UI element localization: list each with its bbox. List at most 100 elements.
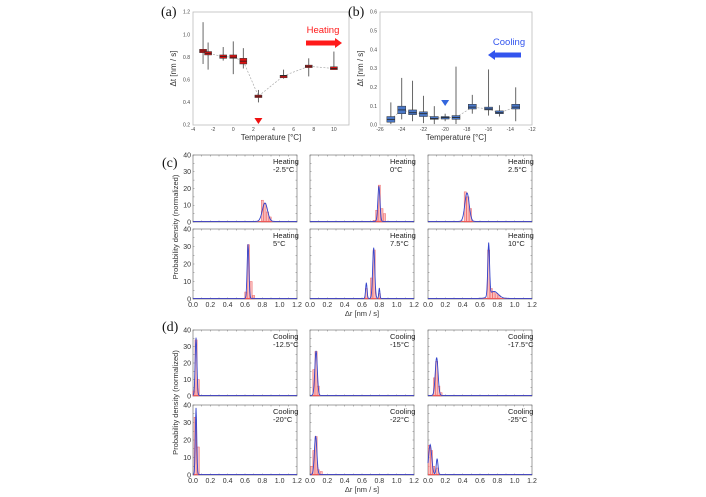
y-tick-label: 30	[183, 244, 191, 251]
x-tick-label: 0.8	[374, 478, 384, 485]
fit-curve	[427, 443, 532, 475]
subplot-frame	[192, 329, 298, 397]
subplot-frame	[427, 154, 533, 223]
subplot-frame	[192, 228, 298, 300]
fit-curve	[310, 247, 414, 299]
x-tick-label: 0.2	[440, 478, 450, 485]
x-tick-label: 1.2	[292, 478, 302, 485]
histogram-bar	[263, 203, 267, 223]
x-tick-label: 0.6	[357, 478, 367, 485]
histogram-bar	[489, 288, 493, 300]
subplot-label: Cooling	[508, 407, 533, 416]
x-tick-label: 1.0	[510, 478, 520, 485]
y-tick-label: 0.8	[183, 55, 190, 61]
y-tick-label: 0.3	[370, 66, 377, 72]
x-tick-label: 0.0	[188, 302, 198, 309]
y-tick-label: 20	[183, 261, 191, 268]
subplot: Cooling-22°C 0.0 0.2 0.4 0.6 0.8 1.0 1.2	[305, 404, 419, 485]
y-tick-label: 40	[183, 402, 191, 409]
histogram-bar	[319, 471, 323, 476]
x-tick-label: 0.0	[423, 302, 433, 309]
x-tick-label: 1.2	[527, 478, 537, 485]
x-tick-label: 0.4	[340, 302, 350, 309]
x-axis-label: Δr [nm / s]	[345, 309, 379, 318]
x-tick-label: 0.2	[322, 302, 332, 309]
x-tick-label: 0.6	[475, 478, 485, 485]
y-tick-label: 1.0	[183, 32, 190, 38]
x-tick-label: 0.6	[357, 302, 367, 309]
fit-curve	[193, 202, 297, 222]
y-tick-label: 0.4	[183, 100, 190, 106]
subplot: Cooling-17.5°C	[427, 329, 534, 397]
box	[511, 104, 520, 110]
x-tick-label: 0.2	[205, 302, 215, 309]
y-tick-label: 10	[183, 279, 191, 286]
y-tick-label: 1.2	[183, 10, 190, 16]
x-tick-label: 0.4	[458, 478, 468, 485]
y-tick-label: 10	[183, 377, 191, 384]
y-axis-label: Probability density (normalized)	[171, 174, 180, 279]
subplot-label: -17.5°C	[508, 340, 534, 349]
plot-frame	[192, 11, 350, 126]
fit-curve	[192, 407, 297, 475]
x-tick-label: 0.8	[257, 302, 267, 309]
fit-curve	[310, 435, 414, 475]
x-tick-label: 1.0	[275, 478, 285, 485]
panel-c: (c) Heating-2.5°C010203040Heating0°CHeati…	[162, 152, 537, 318]
y-tick-label: 0	[187, 472, 191, 479]
y-axis-label: Δt [nm / s]	[169, 50, 178, 86]
annotation-label: Heating	[307, 25, 340, 36]
box	[279, 75, 288, 79]
subplot-label: Cooling	[390, 407, 415, 416]
fit-curve	[310, 350, 414, 396]
histogram-bar	[252, 295, 255, 300]
x-tick-label: 2	[252, 127, 255, 133]
subplot-label: 5°C	[273, 239, 286, 248]
x-tick-label: 1.0	[392, 302, 402, 309]
x-tick-label: 8	[312, 127, 315, 133]
box	[408, 109, 417, 115]
y-tick-label: 0.5	[370, 29, 377, 35]
fit-curve	[192, 337, 297, 396]
subplot-label: -2.5°C	[273, 165, 295, 174]
box	[484, 106, 493, 111]
x-tick-label: -2	[211, 127, 216, 133]
x-tick-label: -4	[191, 127, 196, 133]
trend-line	[202, 50, 334, 97]
x-tick-label: 0.0	[305, 478, 315, 485]
y-tick-label: 20	[183, 186, 191, 193]
fit-curve	[193, 244, 297, 299]
x-axis-label: Temperature [°C]	[426, 133, 487, 142]
x-tick-label: -24	[398, 127, 405, 133]
x-axis-label: Δr [nm / s]	[345, 485, 379, 494]
x-tick-label: -14	[507, 127, 514, 133]
subplot-label: 10°C	[508, 239, 525, 248]
x-tick-label: 1.0	[510, 302, 520, 309]
x-tick-label: 0.8	[257, 478, 267, 485]
subplot-label: -22°C	[390, 415, 410, 424]
y-tick-label: 30	[183, 344, 191, 351]
y-tick-label: 20	[183, 437, 191, 444]
x-tick-label: 1.2	[409, 478, 419, 485]
panel-label: (a)	[161, 5, 177, 20]
panel-label: (d)	[162, 320, 179, 335]
subplot: Heating-2.5°C 0 10 20 30 40	[183, 152, 299, 226]
histogram-bar	[492, 291, 496, 300]
box	[229, 54, 238, 59]
annotation-label: Cooling	[493, 37, 525, 48]
subplot-frame	[427, 228, 533, 300]
y-tick-label: 0.4	[370, 47, 377, 53]
y-tick-label: 0.2	[370, 85, 377, 91]
x-tick-label: 1.2	[527, 302, 537, 309]
subplot-frame	[309, 154, 415, 223]
arrow-shaft	[306, 40, 336, 46]
x-tick-label: 0.8	[492, 478, 502, 485]
x-tick-label: -18	[463, 127, 470, 133]
plot-frame	[379, 11, 533, 126]
x-tick-label: 1.2	[292, 302, 302, 309]
subplot-label: Heating	[390, 157, 416, 166]
x-tick-label: 0.4	[223, 302, 233, 309]
y-tick-label: 0	[187, 296, 191, 303]
